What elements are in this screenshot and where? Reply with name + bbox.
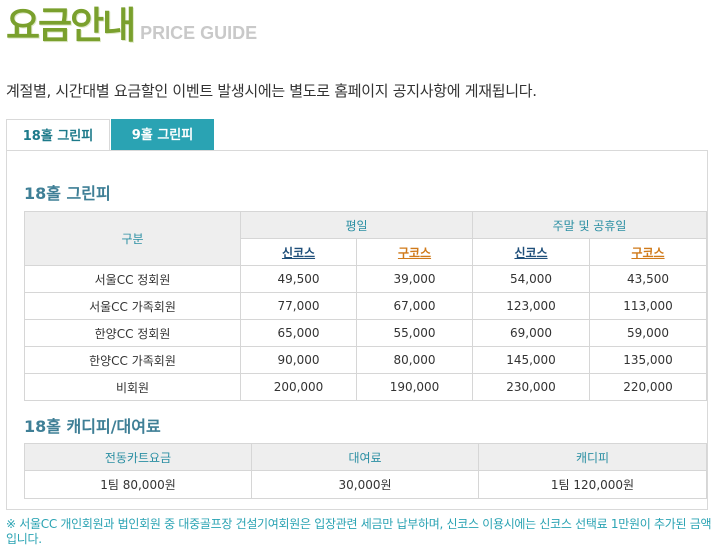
fee-cell: 59,000 bbox=[589, 319, 707, 347]
fee-cell: 77,000 bbox=[240, 292, 357, 320]
caddie-fee-value: 1팀 120,000원 bbox=[478, 470, 707, 499]
header-weekday-old-course: 구코스 bbox=[356, 238, 473, 266]
table-row: 비회원 200,000 190,000 230,000 220,000 bbox=[24, 373, 707, 401]
fee-cell: 113,000 bbox=[589, 292, 707, 320]
table-row: 한양CC 가족회원 90,000 80,000 145,000 135,000 bbox=[24, 346, 707, 374]
page-title: 요금안내 bbox=[6, 4, 136, 47]
header-category: 구분 bbox=[24, 211, 241, 266]
tab-bar: 18홀 그린피 9홀 그린피 bbox=[6, 119, 706, 151]
footnote: ※ 서울CC 개인회원과 법인회원 중 대중골프장 건설기여회원은 입장관련 세… bbox=[6, 517, 712, 546]
tab-panel: 18홀 그린피 구분 평일 주말 및 공휴일 신코스 구코스 신코스 구코스 서… bbox=[6, 150, 708, 510]
fee-cell: 123,000 bbox=[472, 292, 590, 320]
fee-cell: 90,000 bbox=[240, 346, 357, 374]
page-subtitle: PRICE GUIDE bbox=[140, 23, 258, 43]
fee-cell: 220,000 bbox=[589, 373, 707, 401]
fee-cell: 200,000 bbox=[240, 373, 357, 401]
table-row: 1팀 80,000원 30,000원 1팀 120,000원 bbox=[24, 470, 707, 499]
table-row: 한양CC 정회원 65,000 55,000 69,000 59,000 bbox=[24, 319, 707, 347]
fee-cell: 69,000 bbox=[472, 319, 590, 347]
fee-cell: 135,000 bbox=[589, 346, 707, 374]
caddie-table: 전동카트요금 대여료 캐디피 1팀 80,000원 30,000원 1팀 120… bbox=[24, 443, 707, 499]
row-label: 서울CC 가족회원 bbox=[24, 292, 241, 320]
fee-cell: 80,000 bbox=[356, 346, 473, 374]
row-label: 서울CC 정회원 bbox=[24, 265, 241, 293]
fee-cell: 49,500 bbox=[240, 265, 357, 293]
fee-cell: 39,000 bbox=[356, 265, 473, 293]
fee-cell: 54,000 bbox=[472, 265, 590, 293]
header-weekend-old-course: 구코스 bbox=[589, 238, 707, 266]
header-caddie-fee: 캐디피 bbox=[478, 443, 707, 471]
caddie-section-title: 18홀 캐디피/대여료 bbox=[24, 417, 161, 436]
row-label: 한양CC 가족회원 bbox=[24, 346, 241, 374]
row-label: 비회원 bbox=[24, 373, 241, 401]
page-header: 요금안내 PRICE GUIDE bbox=[6, 2, 257, 46]
fee-cell: 43,500 bbox=[589, 265, 707, 293]
cart-fee-value: 1팀 80,000원 bbox=[24, 470, 252, 499]
fee-cell: 145,000 bbox=[472, 346, 590, 374]
fee-cell: 55,000 bbox=[356, 319, 473, 347]
header-weekend-new-course: 신코스 bbox=[472, 238, 590, 266]
tab-9-hole-greenfee[interactable]: 9홀 그린피 bbox=[111, 119, 214, 151]
fee-cell: 230,000 bbox=[472, 373, 590, 401]
header-weekend: 주말 및 공휴일 bbox=[472, 211, 707, 239]
greenfee-section-title: 18홀 그린피 bbox=[24, 184, 111, 203]
fee-cell: 67,000 bbox=[356, 292, 473, 320]
row-label: 한양CC 정회원 bbox=[24, 319, 241, 347]
table-row: 서울CC 정회원 49,500 39,000 54,000 43,500 bbox=[24, 265, 707, 293]
header-weekday: 평일 bbox=[240, 211, 473, 239]
greenfee-table: 구분 평일 주말 및 공휴일 신코스 구코스 신코스 구코스 서울CC 정회원 … bbox=[24, 211, 707, 401]
fee-cell: 190,000 bbox=[356, 373, 473, 401]
header-cart-fee: 전동카트요금 bbox=[24, 443, 252, 471]
discount-notice: 계절별, 시간대별 요금할인 이벤트 발생시에는 별도로 홈페이지 공지사항에 … bbox=[6, 82, 537, 100]
table-row: 서울CC 가족회원 77,000 67,000 123,000 113,000 bbox=[24, 292, 707, 320]
header-rental-fee: 대여료 bbox=[251, 443, 479, 471]
tab-18-hole-greenfee[interactable]: 18홀 그린피 bbox=[6, 119, 110, 151]
fee-cell: 65,000 bbox=[240, 319, 357, 347]
rental-fee-value: 30,000원 bbox=[251, 470, 479, 499]
header-weekday-new-course: 신코스 bbox=[240, 238, 357, 266]
